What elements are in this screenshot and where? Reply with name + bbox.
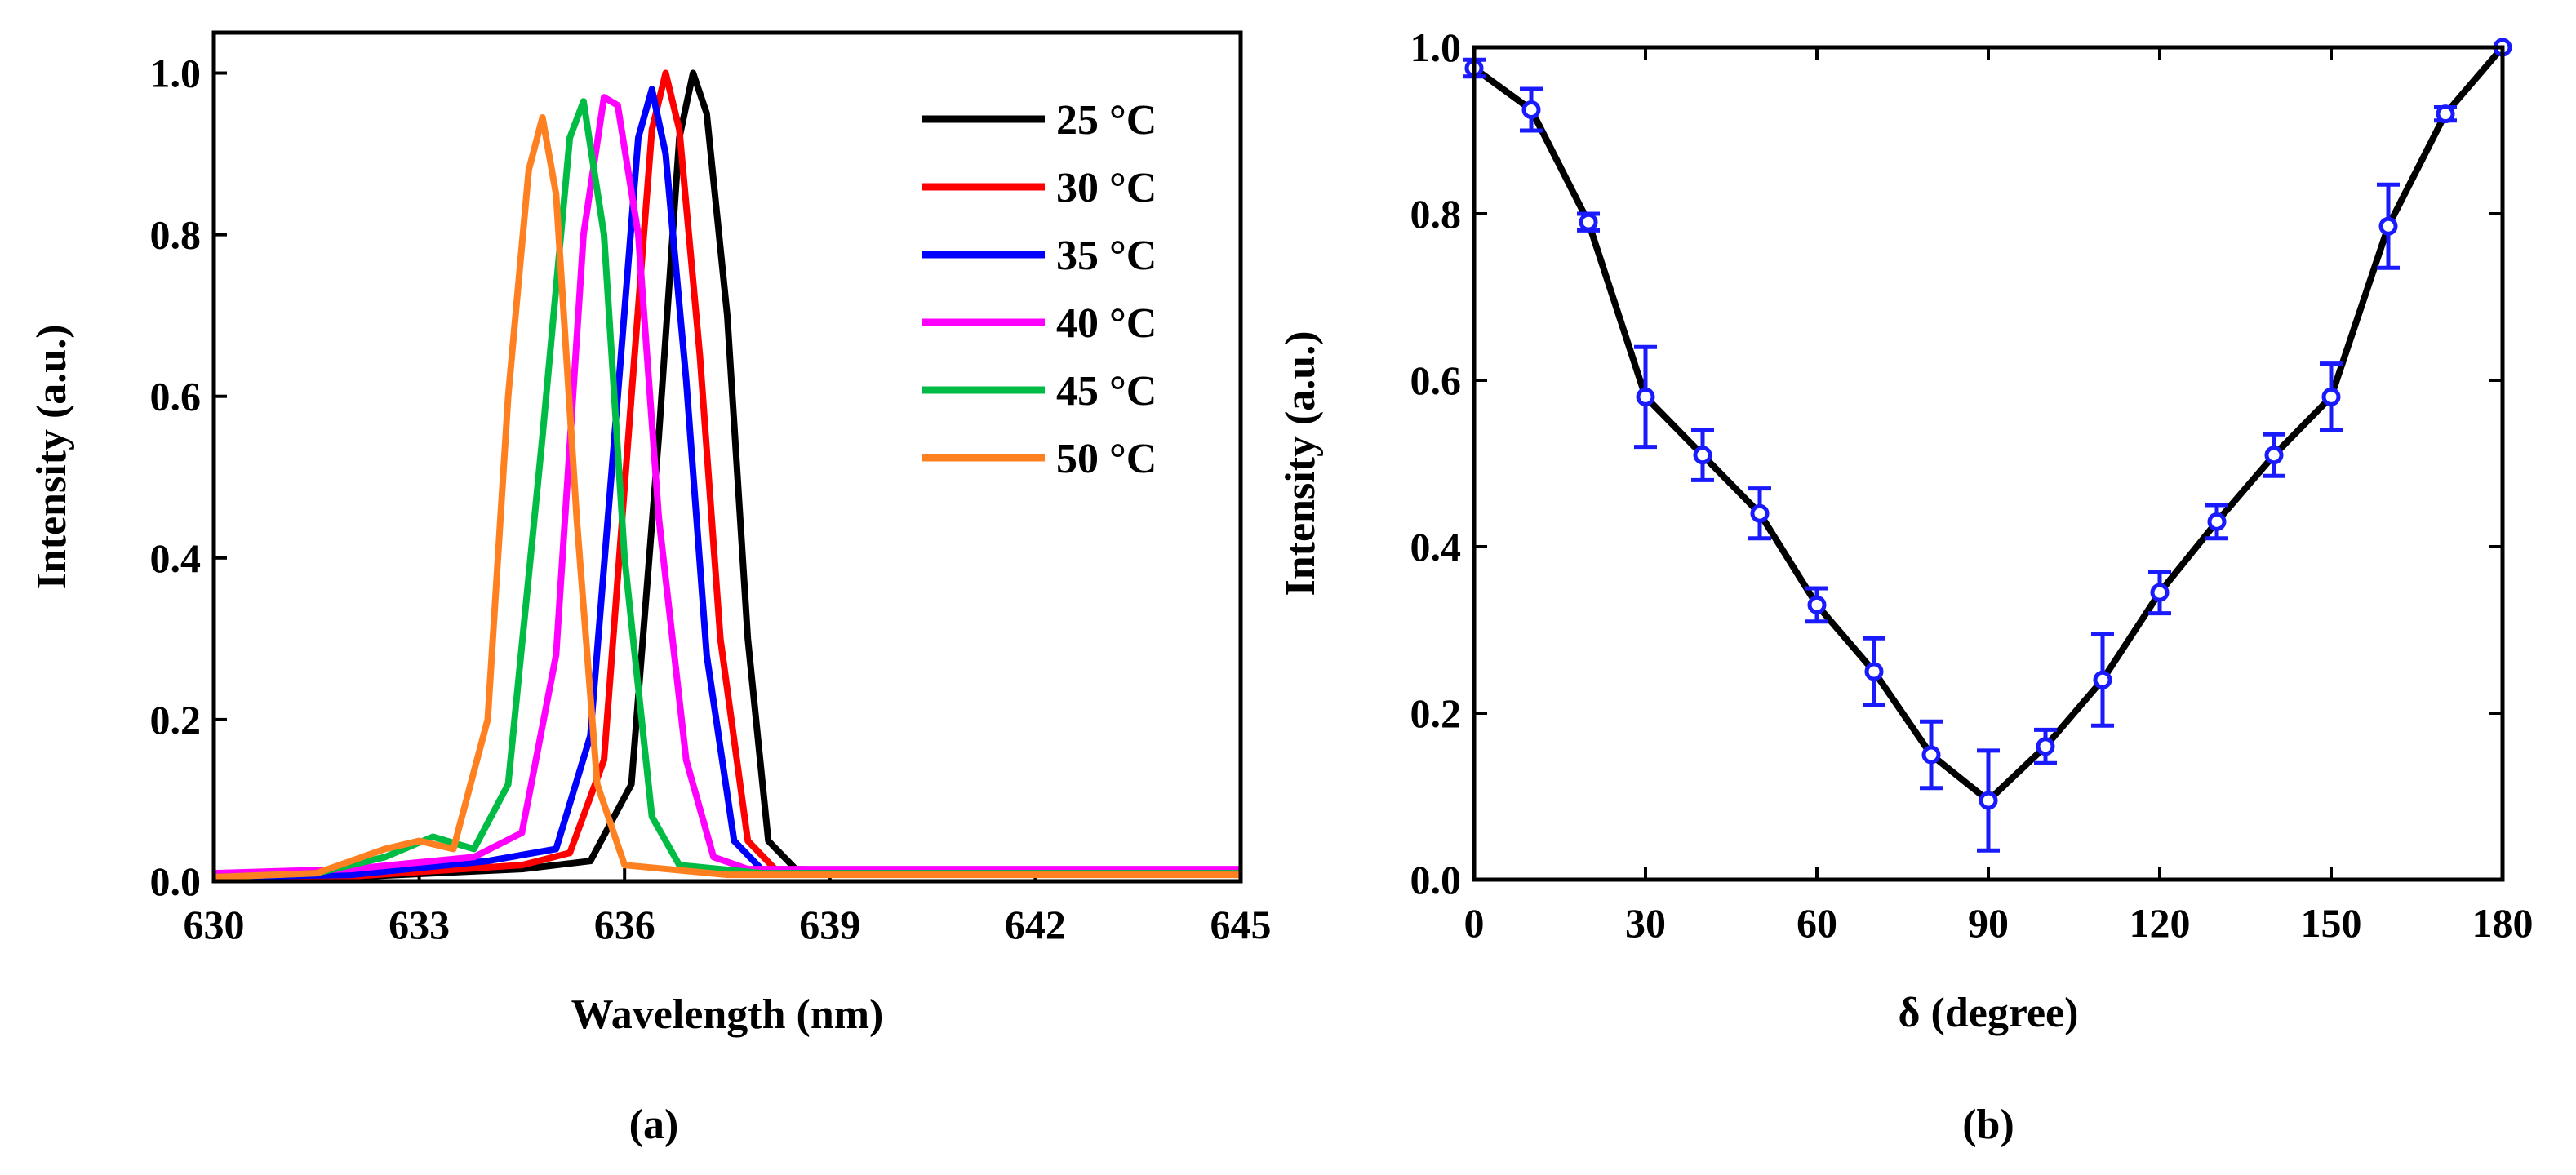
x-tick-label: 180 [2472, 900, 2534, 946]
legend-label-3: 40 °C [1056, 300, 1157, 347]
x-tick-label: 636 [594, 902, 655, 947]
data-point [2321, 387, 2341, 406]
legend-label-1: 30 °C [1056, 165, 1157, 211]
x-tick-label: 150 [2301, 900, 2362, 946]
panel-b-chart: 0 30 60 90 120 150 180 0.0 0.2 0.4 0.6 0.8 1.0 δ (deg… [1277, 24, 2534, 1148]
data-point [2378, 216, 2398, 236]
y-tick-label: 0.0 [1410, 857, 1462, 902]
data-point [2036, 737, 2055, 756]
y-tick-label: 0.8 [1410, 191, 1462, 237]
y-tick-label: 0.6 [1410, 357, 1462, 403]
y-tick-label: 0.2 [150, 697, 202, 743]
y-tick-label: 0.6 [150, 374, 202, 419]
series-line-5 [213, 114, 1241, 880]
x-tick-label: 645 [1210, 902, 1272, 947]
data-point [1579, 212, 1598, 232]
y-tick-label: 1.0 [150, 51, 202, 96]
x-tick-label: 630 [184, 902, 245, 947]
x-tick-label: 30 [1625, 900, 1666, 946]
data-point [1807, 595, 1827, 614]
x-tick-label: 120 [2130, 900, 2191, 946]
data-point [2264, 446, 2284, 465]
x-tick-label: 633 [389, 902, 450, 947]
series-line-1 [213, 69, 1241, 880]
y-axis-title: Intensity (a.u.) [29, 324, 75, 589]
data-point [1864, 662, 1884, 681]
series-line-3 [213, 94, 1241, 877]
x-tick-label: 90 [1968, 900, 2009, 946]
legend-label-5: 50 °C [1056, 436, 1157, 482]
plot-frame [1472, 45, 2505, 882]
legend-label-4: 45 °C [1056, 368, 1157, 415]
series-line-4 [213, 98, 1241, 880]
data-point [1979, 791, 1998, 810]
y-tick-label: 0.8 [150, 212, 202, 258]
data-point [1693, 446, 1712, 465]
data-point [2150, 583, 2170, 602]
x-tick-label: 0 [1464, 900, 1485, 946]
plot-frame [211, 30, 1243, 884]
x-tick-label: 639 [799, 902, 860, 947]
legend-label-0: 25 °C [1056, 97, 1157, 144]
panel-a-chart: 630 633 636 639 642 645 0.0 0.2 0.4 0.6 0.8 1.0 Wave… [29, 30, 1272, 1148]
y-tick-label: 0.0 [150, 858, 202, 904]
data-point [1921, 745, 1941, 765]
y-tick-label: 1.0 [1410, 24, 1462, 70]
y-tick-label: 0.4 [150, 535, 202, 581]
data-point [1750, 503, 1770, 523]
data-point [2207, 512, 2227, 531]
series-line-0 [214, 69, 1241, 880]
series-line-2 [213, 86, 1241, 880]
y-tick-label: 0.4 [1410, 524, 1462, 570]
data-point [1521, 100, 1541, 119]
legend-label-2: 35 °C [1056, 233, 1157, 279]
y-tick-label: 0.2 [1410, 690, 1462, 736]
x-tick-label: 60 [1797, 900, 1837, 946]
series-line-0 [1472, 45, 2506, 805]
x-tick-label: 642 [1005, 902, 1066, 947]
y-axis-title: Intensity (a.u.) [1277, 330, 1324, 596]
data-point [2093, 670, 2112, 689]
panel-label: (b) [1962, 1102, 2014, 1148]
x-axis-title: δ (degree) [1899, 990, 2079, 1036]
data-point [1636, 387, 1655, 406]
panel-label: (a) [629, 1102, 679, 1148]
data-point [2436, 104, 2455, 124]
x-axis-title: Wavelength (nm) [571, 991, 884, 1038]
